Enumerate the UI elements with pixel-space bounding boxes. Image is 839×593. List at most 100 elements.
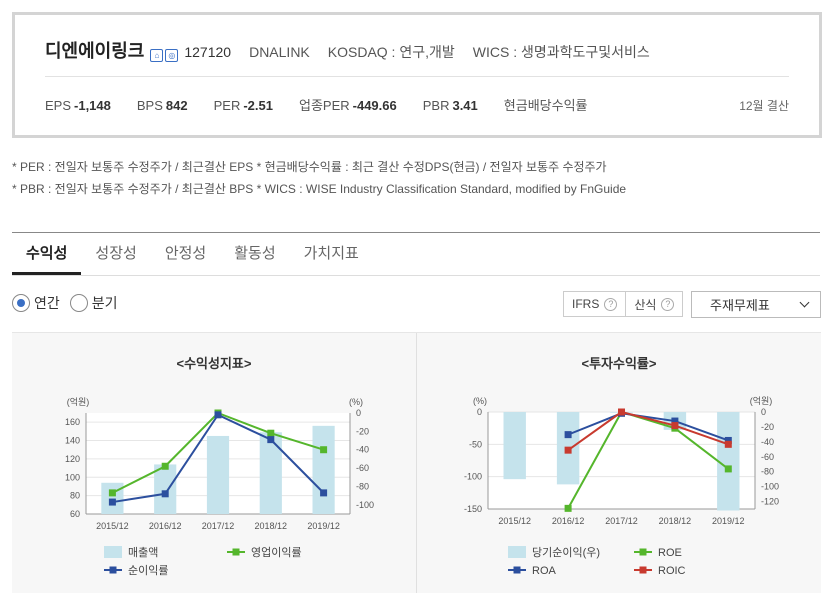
bar-매출액 <box>154 464 177 514</box>
right-tick-label: -100 <box>761 482 779 492</box>
left-unit-label: (억원) <box>67 396 90 407</box>
legend-swatch-net-income <box>508 546 526 558</box>
left-tick-label: -100 <box>464 472 482 482</box>
market-info: KOSDAQ : 연구,개발 <box>327 44 455 60</box>
right-tick-label: 0 <box>356 408 361 418</box>
point-영업이익률 <box>108 489 116 497</box>
company-icons: ⌂ ◎ <box>150 49 179 62</box>
chevron-down-icon <box>799 297 810 308</box>
x-tick-label: 2019/12 <box>307 521 340 531</box>
right-tick-label: -120 <box>761 497 779 507</box>
right-unit-label: (억원) <box>750 395 773 406</box>
legend-swatch-sales <box>104 546 122 558</box>
metrics-row: EPS -1,148 BPS 842 PER -2.51 업종PER -449.66 P… <box>45 95 617 114</box>
home-icon[interactable]: ⌂ <box>150 49 164 62</box>
info-divider <box>45 76 789 77</box>
x-tick-label: 2016/12 <box>149 521 182 531</box>
x-tick-label: 2015/12 <box>498 516 531 526</box>
radio-quarter[interactable]: 분기 <box>69 293 118 313</box>
stock-code: 127120 <box>184 44 232 60</box>
radio-annual-label: 연간 <box>34 295 60 311</box>
legend-marker-roe <box>639 548 647 556</box>
legend-label-roa: ROA <box>532 565 557 577</box>
method-label: 산식 <box>634 297 657 312</box>
left-tick-label: -50 <box>469 439 482 449</box>
point-ROIC <box>671 422 679 430</box>
company-info-box: 디엔에이링크 ⌂ ◎ 127120 DNALINK KOSDAQ : 연구,개발… <box>12 12 822 138</box>
right-tick-label: -40 <box>356 445 369 455</box>
tab-stability[interactable]: 안정성 <box>164 245 207 262</box>
tab-valuation[interactable]: 가치지표 <box>303 245 359 262</box>
tab-profitability[interactable]: 수익성 <box>12 233 82 275</box>
point-순이익률 <box>214 411 222 419</box>
x-tick-label: 2016/12 <box>552 516 585 526</box>
charts-svg: 60 80 100 120 140 160 0 -20 -40 -60 -80 -100 (억원) (%)… <box>65 395 779 577</box>
point-ROIC <box>724 440 732 448</box>
report-icon[interactable]: ◎ <box>165 49 179 62</box>
point-ROIC <box>618 408 625 416</box>
bar-당기순이익(우) <box>717 412 740 511</box>
x-tick-label: 2015/12 <box>96 521 129 531</box>
line-ROE <box>567 410 729 509</box>
line-ROA <box>567 412 729 442</box>
left-unit-label: (%) <box>473 396 487 406</box>
left-tick-label: 100 <box>65 472 80 482</box>
tab-growth[interactable]: 성장성 <box>95 245 137 262</box>
radio-annual-circle[interactable] <box>12 294 30 312</box>
statement-type-select[interactable]: 주재무제표 <box>691 291 821 318</box>
tab-activity[interactable]: 활동성 <box>234 245 276 262</box>
left-tick-label: 120 <box>65 454 80 464</box>
legend-label-net-income: 당기순이익(우) <box>532 546 600 559</box>
bar-매출액 <box>101 482 124 514</box>
legend-marker-roa <box>513 566 521 574</box>
left-tick-label: 0 <box>477 407 482 417</box>
x-tick-label: 2019/12 <box>712 516 745 526</box>
radio-quarter-label: 분기 <box>91 295 118 311</box>
help-icon[interactable]: ? <box>604 297 618 311</box>
ifrs-method-group: IFRS ? 산식 ? <box>563 291 684 317</box>
company-name: 디엔에이링크 <box>45 41 145 61</box>
point-순이익률 <box>320 489 328 497</box>
note-line-2: * PBR : 전일자 보통주 수정주가 / 최근결산 BPS * WICS :… <box>12 182 627 196</box>
ifrs-button[interactable]: IFRS ? <box>564 292 625 316</box>
point-ROIC <box>564 446 572 454</box>
point-ROE <box>724 465 732 473</box>
chart-panels: <수익성지표> <투자수익률> 60 80 100 120 140 160 0 -20 -40 -… <box>12 332 821 593</box>
period-selector: 연간 분기 <box>12 293 128 313</box>
indicator-tabs: 수익성 성장성 안정성 활동성 가치지표 <box>12 232 820 276</box>
legend-marker-roic <box>639 566 647 574</box>
right-tick-label: 0 <box>761 407 766 417</box>
point-순이익률 <box>267 436 275 444</box>
metric-eps: EPS -1,148 <box>45 98 111 113</box>
note-line-1: * PER : 전일자 보통주 수정주가 / 최근결산 EPS * 현금배당수익… <box>12 160 607 174</box>
right-unit-label: (%) <box>349 397 363 407</box>
right-tick-label: -60 <box>761 452 774 462</box>
legend-marker-net-margin <box>109 566 117 574</box>
point-ROA <box>564 431 572 439</box>
help-icon[interactable]: ? <box>661 297 675 311</box>
settlement-month: 12월 결산 <box>739 99 789 113</box>
right-tick-label: -40 <box>761 437 774 447</box>
metric-pbr: PBR 3.41 <box>422 98 478 113</box>
left-tick-label: 140 <box>65 436 80 446</box>
legend-marker-op-margin <box>232 548 240 556</box>
x-tick-label: 2018/12 <box>255 521 288 531</box>
right-tick-label: -100 <box>356 500 374 510</box>
metric-industry-per: 업종PER -449.66 <box>298 98 397 113</box>
chart-title-profitability: <수익성지표> <box>176 356 252 371</box>
x-tick-label: 2018/12 <box>659 516 692 526</box>
left-tick-label: 160 <box>65 417 80 427</box>
left-tick-label: 80 <box>70 491 80 501</box>
method-button[interactable]: 산식 ? <box>625 292 682 316</box>
company-header: 디엔에이링크 ⌂ ◎ 127120 DNALINK KOSDAQ : 연구,개발… <box>45 37 650 63</box>
metric-dividend-yield: 현금배당수익률 <box>503 98 588 113</box>
right-tick-label: -20 <box>356 426 369 436</box>
metric-per: PER -2.51 <box>213 98 273 113</box>
radio-quarter-circle[interactable] <box>69 294 88 312</box>
legend-label-sales: 매출액 <box>128 546 158 559</box>
radio-annual[interactable]: 연간 <box>12 293 60 313</box>
bar-매출액 <box>259 432 282 514</box>
point-ROA <box>671 417 679 425</box>
legend-label-op-margin: 영업이익률 <box>251 546 302 559</box>
right-tick-label: -60 <box>356 463 369 473</box>
